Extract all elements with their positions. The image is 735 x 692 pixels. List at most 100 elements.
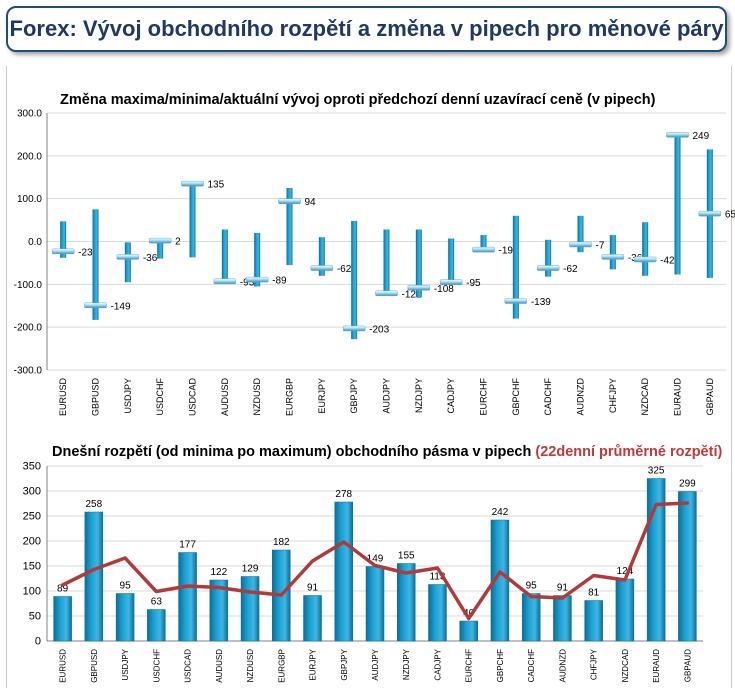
chart2-value-label: 182	[273, 537, 290, 548]
chart1-current-marker	[698, 210, 722, 217]
chart1-value-label: -89	[272, 276, 287, 287]
chart1-value-label: -139	[531, 297, 551, 308]
chart1-current-marker	[633, 256, 657, 263]
chart2-bar	[147, 609, 166, 642]
chart1-current-marker	[181, 180, 204, 187]
chart2-title-main: Dnešní rozpětí (od minima po maximum) ob…	[52, 444, 532, 460]
chart1-category-label: AUDUSD	[220, 378, 230, 417]
chart1-category-label: GBPUSD	[91, 378, 101, 417]
chart2-bar	[365, 566, 385, 642]
chart2-value-label: 89	[57, 584, 69, 595]
chart1-range-bar	[92, 209, 99, 320]
chart1-value-label: 94	[305, 197, 317, 208]
chart1-current-marker	[536, 265, 560, 271]
chart1-current-marker	[342, 325, 366, 332]
chart-panel	[6, 66, 732, 688]
chart1-ytick-label: 0.0	[28, 237, 42, 248]
chart1-category-label: AUDNZD	[576, 378, 586, 416]
chart2-ytick-label: 200	[23, 536, 41, 548]
chart1-range-bar	[512, 215, 519, 319]
chart1-value-label: -108	[434, 284, 454, 295]
chart1-range-bar	[480, 235, 487, 251]
chart1-range-bar	[351, 220, 358, 340]
chart2-category-label: AUDUSD	[215, 649, 224, 683]
chart1-category-label: EURJPY	[317, 378, 327, 414]
chart1-ytick-label: 300.0	[17, 109, 42, 120]
chart1-category-label: NZDUSD	[252, 378, 262, 416]
chart1-category-label: NZDJPY	[414, 378, 424, 413]
chart1-value-label: -95	[466, 278, 481, 289]
chart1-category-label: USDCHF	[155, 377, 165, 415]
chart2-category-label: EURAUD	[652, 649, 661, 683]
chart2-value-label: 278	[335, 489, 352, 500]
chart2-category-label: CHFJPY	[590, 648, 599, 680]
chart2-bar	[584, 600, 603, 642]
chart2-value-label: 325	[648, 466, 665, 477]
chart1-range-bar	[60, 221, 67, 258]
chart1-current-marker	[310, 265, 334, 271]
chart1-current-marker	[213, 278, 237, 285]
chart2-category-label: GBPUSD	[90, 649, 99, 683]
chart2-bar	[303, 595, 322, 642]
chart1-current-marker	[84, 302, 107, 309]
chart2-bar	[334, 501, 354, 642]
page-title: Forex: Vývoj obchodního rozpětí a změna …	[6, 6, 727, 52]
chart2-value-label: 113	[429, 572, 445, 583]
chart1-range-bar	[383, 229, 390, 295]
chart2-category-label: NZDJPY	[402, 648, 411, 680]
chart1-category-label: CHFJPY	[608, 378, 618, 413]
chart2-value-label: 63	[151, 597, 163, 608]
chart1-value-label: -121	[402, 289, 422, 300]
chart1-range-bar	[189, 181, 196, 258]
chart2-ytick-label: 150	[23, 561, 41, 573]
chart2-value-label: 242	[492, 507, 509, 518]
chart1-current-marker	[278, 198, 301, 204]
chart2-category-label: EURCHF	[465, 649, 474, 682]
chart1-ytick-label: 100.0	[17, 194, 42, 205]
chart1-current-marker	[407, 285, 431, 291]
chart2-bar	[178, 552, 197, 642]
chart1-current-marker	[375, 290, 398, 297]
chart1-category-label: USDCAD	[188, 378, 198, 417]
chart2-value-label: 81	[588, 588, 600, 599]
chart1-value-label: -42	[660, 255, 675, 266]
chart2-value-label: 299	[679, 479, 696, 490]
chart1-category-label: EURAUD	[673, 378, 683, 417]
chart2-category-label: GBPCHF	[496, 649, 505, 682]
chart2-bar	[428, 584, 447, 642]
chart2-value-label: 129	[242, 564, 259, 575]
chart1-current-marker	[504, 298, 528, 304]
chart1-category-label: USDJPY	[123, 378, 133, 414]
chart2-bar	[553, 595, 572, 642]
chart2-category-label: AUDJPY	[371, 648, 380, 680]
chart1-ytick-label: -300.0	[14, 366, 43, 377]
chart1-range-bar	[157, 238, 164, 259]
chart1-category-label: EURUSD	[58, 378, 68, 417]
chart2-bar	[615, 578, 635, 642]
chart2-title-highlight: (22denní průměrné rozpětí)	[535, 444, 723, 460]
chart2-category-label: CADCHF	[527, 649, 536, 682]
chart1-current-marker	[245, 276, 269, 283]
chart1-category-label: CADJPY	[446, 378, 456, 414]
chart1-ytick-label: 200.0	[17, 151, 42, 162]
chart2-value-label: 177	[179, 540, 196, 551]
chart1-range-bar	[642, 222, 649, 276]
chart1-value-label: 249	[693, 131, 710, 142]
chart1-current-marker	[569, 241, 592, 248]
chart1-range-bar	[674, 132, 681, 275]
chart2-ytick-label: 250	[23, 511, 41, 523]
chart1-current-marker	[472, 246, 495, 253]
chart2-ytick-label: 0	[35, 636, 41, 648]
chart2-bar	[240, 576, 260, 642]
chart1-current-marker	[116, 254, 140, 260]
chart2-category-label: NZDCAD	[621, 649, 630, 683]
chart2-category-label: GBPJPY	[340, 648, 349, 680]
chart2-bar	[459, 620, 478, 642]
chart1-category-label: NZDCAD	[640, 378, 650, 416]
chart1-value-label: 135	[208, 180, 225, 191]
chart2-value-label: 124	[617, 566, 634, 577]
chart1-category-label: EURCHF	[479, 377, 489, 415]
chart1-range-bar	[318, 237, 325, 276]
chart1-value-label: -23	[78, 247, 93, 258]
